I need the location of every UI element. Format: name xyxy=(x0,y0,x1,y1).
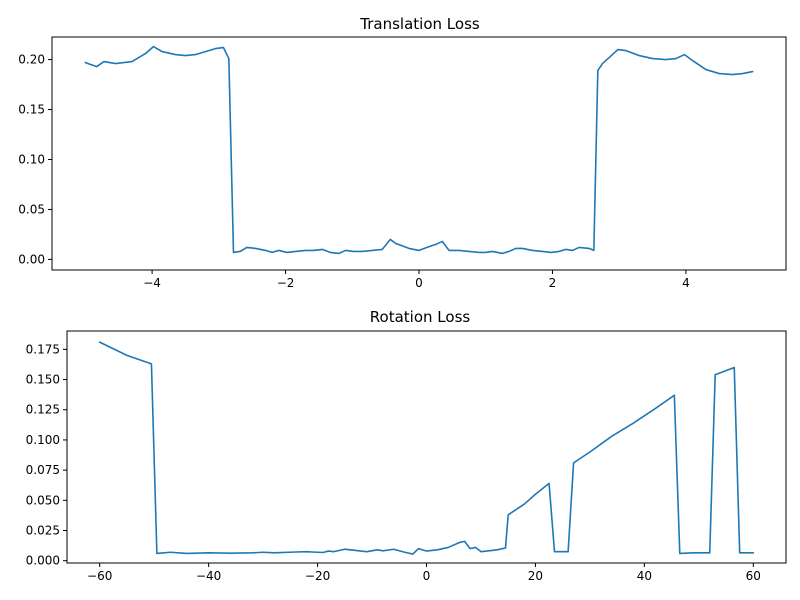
translation-loss-xtick-label: 0 xyxy=(415,276,423,290)
rotation-loss-axes-frame xyxy=(66,330,787,564)
rotation-loss-xtick-label: −60 xyxy=(87,569,112,583)
rotation-loss-series-line xyxy=(98,341,755,555)
translation-loss-ytick-label: 0.00 xyxy=(18,252,45,266)
rotation-loss-ytick-label: 0.100 xyxy=(26,433,60,447)
translation-loss-series-line xyxy=(84,45,754,255)
rotation-loss-ytick-label: 0.025 xyxy=(26,524,60,538)
translation-loss-ytick-label: 0.20 xyxy=(18,53,45,67)
translation-loss-xtick-label: −4 xyxy=(143,276,161,290)
rotation-loss-xtick-label: 40 xyxy=(637,569,652,583)
rotation-loss-title: Rotation Loss xyxy=(370,308,471,326)
translation-loss-title: Translation Loss xyxy=(359,15,480,33)
translation-loss-ytick-label: 0.15 xyxy=(18,103,45,117)
rotation-loss-ytick-label: 0.000 xyxy=(26,554,60,568)
translation-loss-xtick-label: 4 xyxy=(682,276,690,290)
rotation-loss-ytick-label: 0.175 xyxy=(26,342,60,356)
translation-loss-ytick-label: 0.10 xyxy=(18,152,45,166)
rotation-loss-xtick-label: −40 xyxy=(196,569,221,583)
rotation-loss-ytick-label: 0.075 xyxy=(26,463,60,477)
rotation-loss-xtick-label: 20 xyxy=(528,569,543,583)
translation-loss-panel: Translation Loss −4 −2 0 2 4 0.00 0.05 0.10 0.15… xyxy=(18,15,787,290)
rotation-loss-ytick-label: 0.050 xyxy=(26,493,60,507)
translation-loss-xtick-label: −2 xyxy=(277,276,295,290)
rotation-loss-plot: −60 −40 −20 0 20 40 60 0.000 0.025 0.050 0.075 0.10… xyxy=(26,341,761,583)
translation-loss-xtick-label: 2 xyxy=(549,276,557,290)
rotation-loss-ytick-label: 0.150 xyxy=(26,373,60,387)
rotation-loss-xtick-label: 60 xyxy=(746,569,761,583)
rotation-loss-panel: Rotation Loss −60 −40 −20 0 20 40 60 0.000 0.025… xyxy=(26,308,787,583)
rotation-loss-xtick-label: 0 xyxy=(423,569,431,583)
translation-loss-axes-frame xyxy=(51,36,787,271)
rotation-loss-ytick-label: 0.125 xyxy=(26,403,60,417)
rotation-loss-xtick-label: −20 xyxy=(305,569,330,583)
translation-loss-ytick-label: 0.05 xyxy=(18,202,45,216)
translation-loss-plot: −4 −2 0 2 4 0.00 0.05 0.10 0.15 0.20 xyxy=(18,45,754,290)
